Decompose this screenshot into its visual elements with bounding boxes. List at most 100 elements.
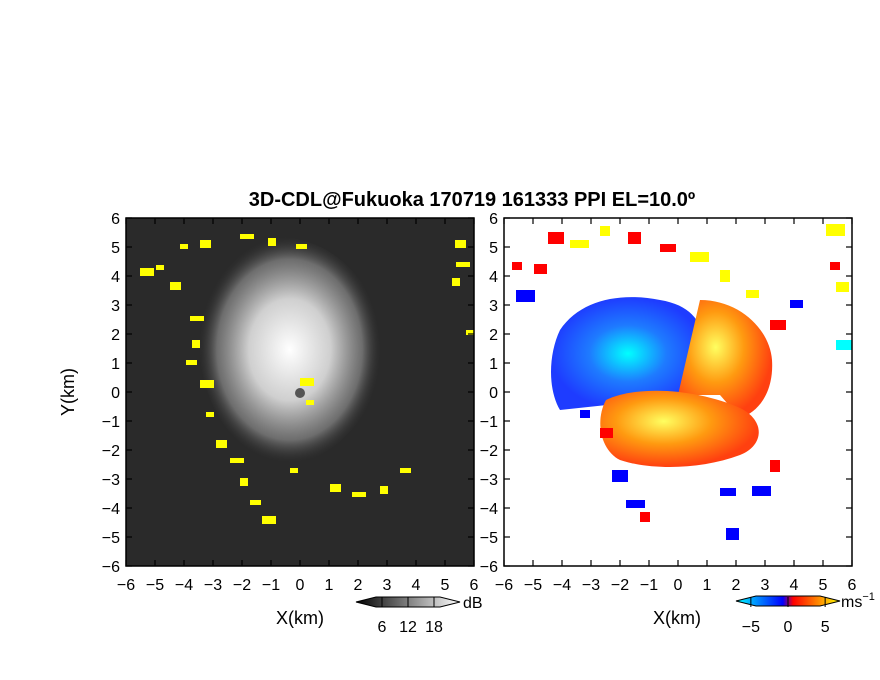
velocity-x-tick-label: −3 (582, 577, 600, 594)
velocity-receding-region-south (600, 390, 759, 467)
velocity-x-tick-label: −5 (524, 577, 542, 594)
velocity-speckle-cell (534, 264, 547, 274)
reflectivity-edge-cell (456, 262, 470, 267)
reflectivity-edge-cell (156, 265, 164, 270)
reflectivity-y-axis-label: Y(km) (58, 368, 78, 416)
velocity-speckle-cell (516, 290, 535, 302)
reflectivity-colorbar-tick-label: 6 (378, 619, 387, 636)
velocity-colorbar-tick-label: 5 (821, 619, 830, 636)
velocity-y-tick-label: −1 (480, 414, 498, 431)
reflectivity-edge-cell (216, 440, 227, 448)
velocity-colorbar-ticks: −5 0 5 (742, 597, 830, 636)
reflectivity-x-tick-label: 6 (470, 577, 479, 594)
velocity-unit-exponent: −1 (862, 591, 875, 603)
reflectivity-x-tick-label: −6 (117, 577, 135, 594)
velocity-speckle-cell (830, 262, 840, 270)
velocity-speckle-cell (570, 240, 589, 248)
velocity-speckle-cell (600, 226, 610, 236)
reflectivity-x-tick-label: 4 (412, 577, 421, 594)
velocity-x-tick-label: 4 (790, 577, 799, 594)
velocity-speckle-cell (580, 410, 590, 418)
velocity-x-tick-label: 0 (674, 577, 683, 594)
radar-site-marker (295, 388, 305, 398)
velocity-x-axis-label: X(km) (653, 608, 701, 628)
reflectivity-x-axis-label: X(km) (276, 608, 324, 628)
velocity-x-tick-label: −1 (640, 577, 658, 594)
reflectivity-edge-cell (186, 360, 197, 365)
reflectivity-edge-cell (262, 516, 276, 524)
velocity-speckle-cell (628, 232, 641, 244)
reflectivity-edge-cell (452, 278, 460, 286)
reflectivity-edge-cell (400, 468, 411, 473)
velocity-speckle-cell (836, 282, 849, 292)
reflectivity-edge-cell (296, 244, 307, 249)
velocity-colorbar-tick-label: −5 (742, 619, 760, 636)
reflectivity-edge-cell (306, 400, 314, 405)
reflectivity-y-tick-label: −6 (102, 559, 120, 576)
velocity-y-tick-label: 1 (489, 356, 498, 373)
reflectivity-y-tick-label: 5 (111, 240, 120, 257)
reflectivity-y-tick-label: 0 (111, 385, 120, 402)
reflectivity-y-tick-label: 2 (111, 327, 120, 344)
velocity-speckle-cell (626, 500, 645, 508)
velocity-speckle-cell (612, 470, 628, 482)
velocity-x-tick-label: 3 (761, 577, 770, 594)
velocity-colorbar-unit: ms−1 (841, 591, 875, 611)
velocity-x-tick-label: 6 (848, 577, 857, 594)
reflectivity-edge-cell (200, 240, 211, 248)
velocity-speckle-cell (836, 340, 852, 350)
velocity-edge-speckle (512, 224, 852, 540)
velocity-speckle-cell (660, 244, 676, 252)
reflectivity-y-tick-label: −1 (102, 414, 120, 431)
reflectivity-x-tick-label: −5 (146, 577, 164, 594)
velocity-y-tick-label: −6 (480, 559, 498, 576)
reflectivity-x-tick-label: −1 (262, 577, 280, 594)
reflectivity-y-tick-label: 1 (111, 356, 120, 373)
reflectivity-y-tick-label: 3 (111, 298, 120, 315)
reflectivity-y-tick-label: 4 (111, 269, 120, 286)
velocity-speckle-cell (752, 486, 771, 496)
reflectivity-edge-cell (190, 316, 204, 321)
velocity-speckle-cell (746, 290, 759, 298)
reflectivity-edge-highlights (140, 234, 474, 524)
velocity-unit-base: ms (841, 594, 862, 611)
velocity-speckle-cell (548, 232, 564, 244)
velocity-speckle-cell (770, 320, 786, 330)
velocity-y-tick-label: 0 (489, 385, 498, 402)
reflectivity-x-tick-label: 3 (383, 577, 392, 594)
velocity-x-tick-label: −6 (495, 577, 513, 594)
velocity-panel: −6 −5 −4 −3 −2 −1 0 1 2 3 4 5 6 6 5 4 3 2 1 0 −1 −2 −3 −4 −5 −6 X… (480, 211, 857, 628)
velocity-speckle-cell (770, 460, 780, 472)
velocity-axis-ticks: −6 −5 −4 −3 −2 −1 0 1 2 3 4 5 6 6 5 4 3 2 1 0 −1 −2 −3 −4 −5 −6 (480, 211, 857, 594)
reflectivity-edge-cell (250, 500, 261, 505)
velocity-speckle-cell (600, 428, 613, 438)
velocity-speckle-cell (726, 528, 739, 540)
reflectivity-edge-cell (170, 282, 181, 290)
velocity-speckle-cell (790, 300, 803, 308)
reflectivity-panel: −6 −5 −4 −3 −2 −1 0 1 2 3 4 5 6 6 5 4 3 2 1 0 −1 −2 −3 −4 −5 −6 X… (58, 211, 479, 628)
reflectivity-x-tick-label: 2 (354, 577, 363, 594)
velocity-speckle-cell (720, 488, 736, 496)
velocity-x-tick-label: 2 (732, 577, 741, 594)
velocity-y-tick-label: 2 (489, 327, 498, 344)
velocity-colorbar-tick-label: 0 (784, 619, 793, 636)
velocity-y-tick-label: −4 (480, 501, 498, 518)
reflectivity-x-tick-label: 5 (441, 577, 450, 594)
reflectivity-y-tick-label: −4 (102, 501, 120, 518)
velocity-x-tick-label: −2 (611, 577, 629, 594)
reflectivity-x-tick-label: −3 (204, 577, 222, 594)
reflectivity-edge-cell (300, 378, 314, 386)
reflectivity-edge-cell (466, 330, 474, 335)
reflectivity-edge-cell (230, 458, 244, 463)
velocity-y-tick-label: −3 (480, 472, 498, 489)
reflectivity-edge-cell (455, 240, 466, 248)
velocity-y-tick-label: 5 (489, 240, 498, 257)
reflectivity-axis-ticks: −6 −5 −4 −3 −2 −1 0 1 2 3 4 5 6 6 5 4 3 2 1 0 −1 −2 −3 −4 −5 −6 (102, 211, 479, 594)
velocity-x-tick-label: 1 (703, 577, 712, 594)
reflectivity-y-tick-label: −2 (102, 443, 120, 460)
velocity-receding-region (678, 300, 773, 418)
reflectivity-edge-cell (140, 268, 154, 276)
reflectivity-x-tick-label: 1 (325, 577, 334, 594)
reflectivity-y-tick-label: −3 (102, 472, 120, 489)
